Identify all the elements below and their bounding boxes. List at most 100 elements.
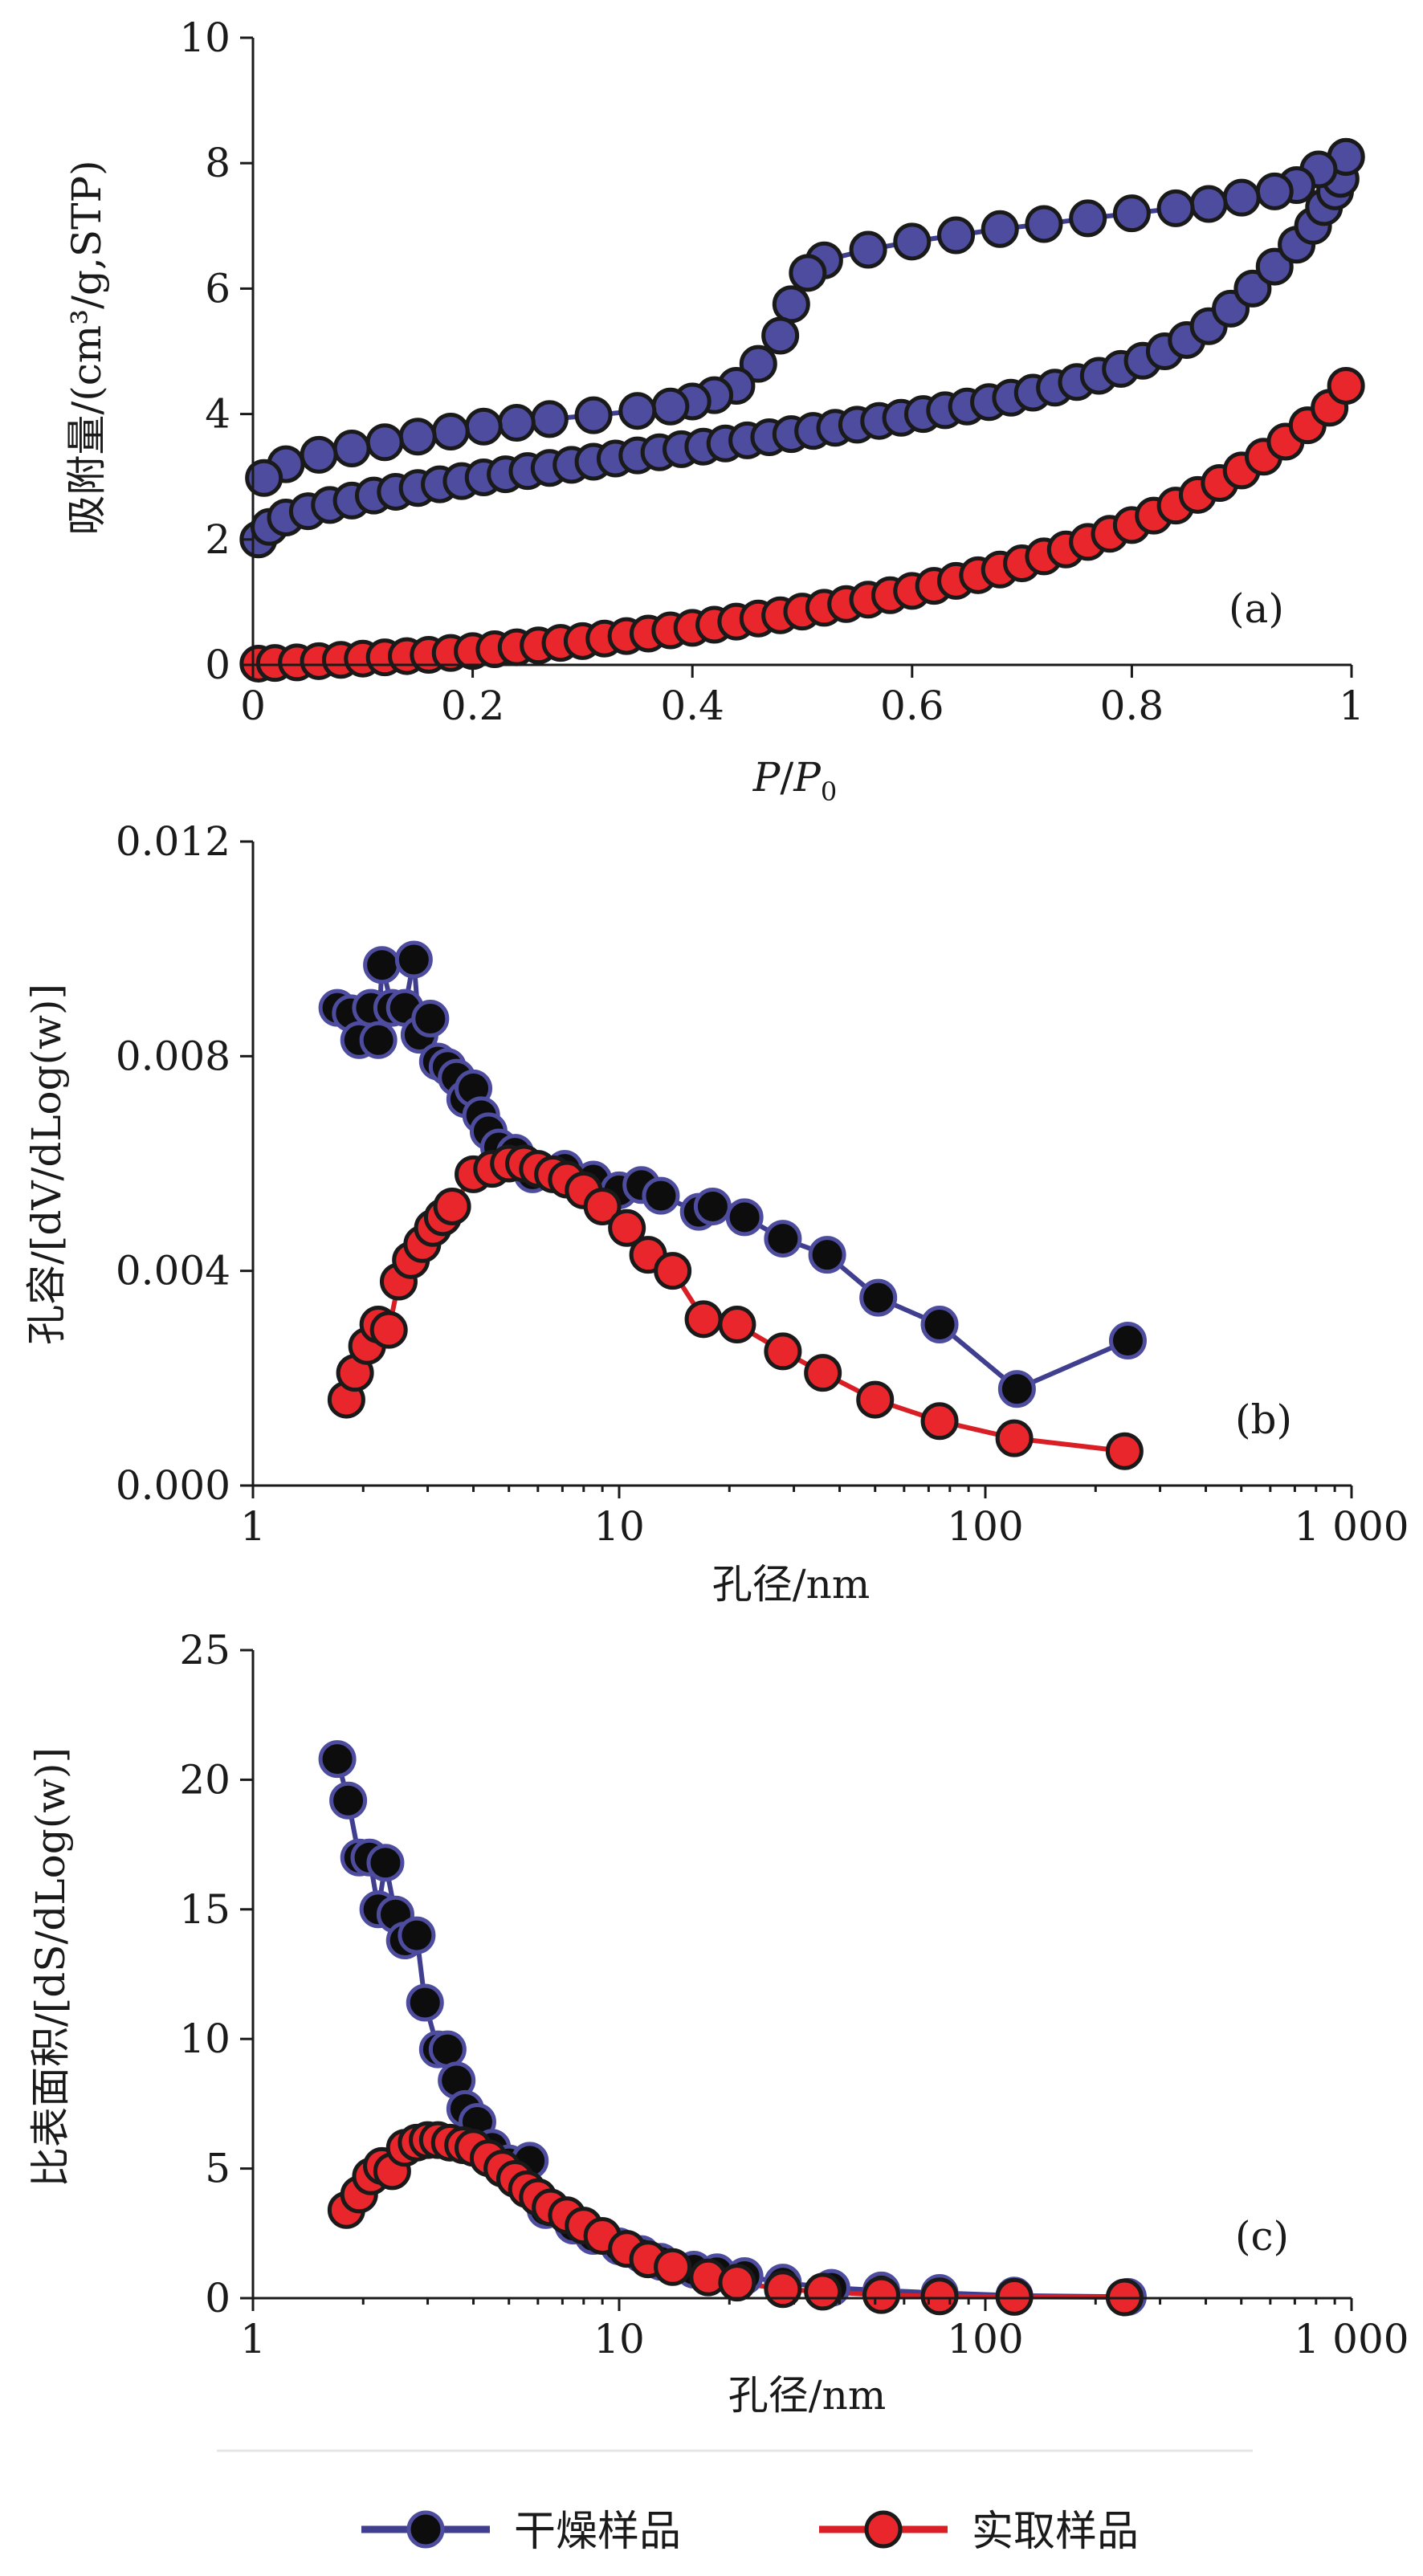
panel-b-y-tick-label: 0.004: [116, 1248, 230, 1294]
panel-a-data-point-dry_desorption: [1189, 185, 1228, 223]
legend-label-actual: 实取样品: [972, 2508, 1139, 2556]
panel-b-data-point-dry: [808, 1236, 846, 1274]
panel-b-data-point-dry: [764, 1220, 802, 1258]
panel-a-y-tick-label: 0: [205, 642, 230, 688]
panel-a-data-point-dry_desorption: [1222, 178, 1261, 217]
panel-a-data-point-dry_desorption: [849, 230, 887, 269]
panel-a-y-tick-label: 6: [205, 265, 230, 312]
panel-a-data-point-dry_desorption: [398, 418, 437, 456]
panel-a-data-point-dry_adsorption: [1233, 269, 1272, 308]
panel-b-data-point-actual: [920, 1402, 959, 1441]
panel-b-axes: 0.000 0.004 0.008 0.012 1 10 100 1 000: [116, 818, 1409, 1550]
panel-a-y-axis-title: 吸附量/(cm³/g,STP): [63, 160, 110, 535]
panel-c-data-point-actual: [862, 2276, 900, 2314]
legend: 干燥样品 实取样品: [361, 2508, 1139, 2556]
legend-item-dry: 干燥样品: [361, 2508, 681, 2556]
panel-c-axes: 0 5 10 15 20 25 1 10 100 1 000: [179, 1627, 1409, 2362]
panel-b-data-point-actual: [804, 1354, 842, 1392]
panel-a-label: (a): [1229, 585, 1284, 632]
panel-a-data-point-dry_desorption: [365, 423, 404, 462]
panel-a-data-point-dry_desorption: [300, 435, 338, 474]
panel-c-y-tick-label: 0: [205, 2275, 230, 2321]
panel-a-data-point-dry_desorption: [789, 254, 827, 292]
panel-a-data-point-dry_desorption: [245, 459, 283, 497]
panel-c: 0 5 10 15 20 25 1 10 100 1 000 (c) 比表面积/[dS/dLog(…: [27, 1627, 1409, 2419]
panel-a-data-point-dry_desorption: [1069, 199, 1107, 238]
panel-a-data-point-dry_desorption: [761, 316, 800, 355]
panel-c-data-point-actual: [804, 2272, 842, 2311]
legend-label-dry: 干燥样品: [514, 2508, 681, 2556]
panel-b-y-tick-label: 0.012: [116, 818, 230, 865]
panel-a-data-point-dry_desorption: [1025, 205, 1063, 243]
panel-a-data-point-dry_desorption: [574, 396, 613, 434]
panel-c-y-tick-label: 5: [205, 2146, 230, 2192]
panel-a-y-tick-label: 10: [179, 14, 230, 61]
panel-a-x-axis-title-p: P: [752, 754, 781, 801]
panel-b: 0.000 0.004 0.008 0.012 1 10 100 1 000 (b) 孔容/[…: [23, 818, 1409, 1608]
panel-b-data-point-dry: [394, 940, 433, 979]
panel-a-x-tick-label: 0.4: [660, 683, 724, 729]
panel-a-data-point-dry_desorption: [651, 387, 690, 426]
panel-b-x-tick-label: 1: [240, 1503, 266, 1550]
panel-b-y-tick-label: 0.000: [116, 1462, 230, 1509]
panel-a-x-axis-title-sub: 0: [821, 776, 837, 807]
panel-c-x-axis-title: 孔径/nm: [728, 2372, 886, 2419]
panel-a-x-axis-title-slash: /: [780, 754, 793, 801]
panel-a-x-tick-label: 0: [240, 683, 266, 729]
panel-b-data-point-dry: [411, 1000, 450, 1038]
panel-b-x-tick-label: 10: [593, 1503, 645, 1550]
panel-c-y-tick-label: 20: [179, 1756, 230, 1803]
panel-a-x-tick-label: 0.6: [880, 683, 944, 729]
panel-b-data-point-actual: [684, 1300, 723, 1339]
panel-c-data-point-actual: [718, 2264, 756, 2302]
panel-b-y-tick-label: 0.008: [116, 1033, 230, 1079]
panel-c-y-axis-title: 比表面积/[dS/dLog(w)]: [27, 1747, 74, 2187]
panel-b-data-point-dry: [1108, 1322, 1147, 1360]
panel-a: 0 2 4 6 8 10 0 0.2 0.4 0.6 0.8 1 (a) 吸附量/(cm³/g,STP…: [63, 14, 1365, 807]
panel-a-y-tick-label: 8: [205, 140, 230, 186]
panel-b-data-point-dry: [359, 1021, 398, 1059]
panel-a-marks: [239, 137, 1365, 683]
panel-a-x-axis-title: P/P0: [752, 754, 838, 807]
panel-a-x-tick-label: 1: [1339, 683, 1364, 729]
panel-a-data-point-dry_adsorption: [1255, 247, 1294, 286]
panel-a-data-point-actual_adsorption: [1327, 366, 1365, 405]
panel-b-data-point-dry: [642, 1176, 680, 1215]
panel-c-data-point-dry: [318, 1740, 357, 1779]
panel-a-axes: 0 2 4 6 8 10 0 0.2 0.4 0.6 0.8 1: [179, 14, 1364, 729]
panel-a-data-point-dry_desorption: [1112, 194, 1151, 233]
panel-b-data-point-dry: [363, 946, 402, 984]
panel-c-x-tick-label: 10: [593, 2316, 645, 2362]
panel-a-y-tick-label: 4: [205, 391, 230, 438]
panel-a-x-axis-title-p0: P: [793, 754, 822, 801]
panel-b-data-point-actual: [433, 1187, 471, 1225]
panel-c-data-point-dry: [398, 1916, 436, 1954]
panel-b-marks: [318, 940, 1147, 1470]
panel-a-data-point-dry_desorption: [530, 400, 569, 438]
panel-a-data-point-dry_desorption: [739, 344, 777, 383]
panel-b-data-point-actual: [718, 1306, 756, 1343]
panel-b-x-tick-label: 100: [947, 1503, 1023, 1550]
panel-a-y-tick-label: 2: [205, 516, 230, 563]
panel-b-x-tick-label: 1 000: [1294, 1503, 1409, 1550]
panel-c-data-point-dry: [329, 1781, 368, 1820]
panel-a-data-point-dry_desorption: [431, 412, 470, 450]
panel-a-data-point-dry_desorption: [497, 404, 536, 442]
panel-b-data-point-actual: [995, 1419, 1034, 1457]
panel-c-data-point-actual: [920, 2277, 959, 2316]
panel-b-x-axis-title: 孔径/nm: [712, 1561, 870, 1608]
panel-b-data-point-actual: [369, 1310, 408, 1349]
panel-a-data-point-dry_desorption: [981, 210, 1019, 248]
panel-c-x-tick-label: 100: [947, 2316, 1023, 2362]
panel-b-data-point-actual: [654, 1252, 692, 1290]
panel-c-data-point-actual: [654, 2248, 692, 2286]
panel-b-data-point-dry: [920, 1306, 959, 1343]
panel-a-data-point-dry_desorption: [937, 216, 976, 255]
panel-c-data-point-actual: [995, 2277, 1034, 2316]
panel-b-data-point-dry: [859, 1278, 898, 1317]
panel-b-y-axis-title: 孔容/[dV/dLog(w)]: [23, 984, 70, 1345]
panel-a-data-point-dry_desorption: [464, 407, 503, 446]
panel-c-y-tick-label: 15: [179, 1886, 230, 1933]
